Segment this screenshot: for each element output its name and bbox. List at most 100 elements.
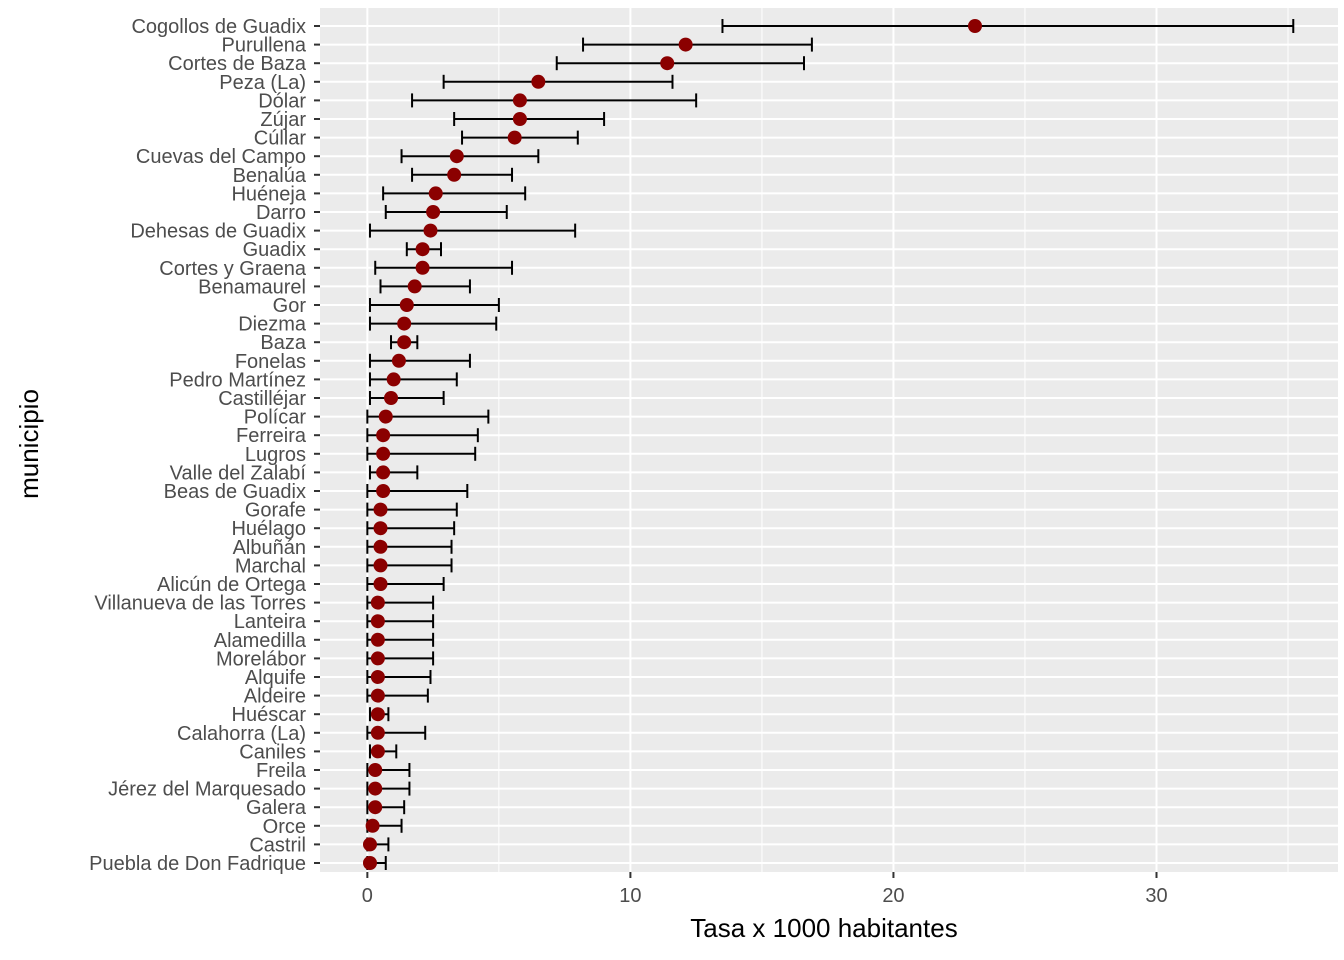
y-tick-label: Freila <box>256 760 307 782</box>
data-point <box>370 651 385 666</box>
y-tick-label: Lugros <box>245 444 306 466</box>
y-tick-label: Purullena <box>221 35 306 57</box>
data-point <box>660 56 675 71</box>
y-tick-label: Caniles <box>239 741 306 763</box>
data-point <box>447 167 462 182</box>
y-tick-label: Huélago <box>231 518 306 540</box>
data-point <box>376 428 391 443</box>
data-point <box>378 409 393 424</box>
y-tick-label: Villanueva de las Torres <box>94 593 306 615</box>
data-point <box>391 353 406 368</box>
data-point <box>368 800 383 815</box>
y-tick-label: Morelábor <box>216 648 306 670</box>
x-tick-label: 20 <box>882 885 904 907</box>
data-point <box>512 112 527 126</box>
y-tick-label: Fonelas <box>235 351 306 373</box>
y-tick-label: Valle del Zalabí <box>170 462 307 484</box>
data-point <box>373 521 388 536</box>
x-tick-label: 10 <box>619 885 641 907</box>
y-tick-label: Calahorra (La) <box>177 723 306 745</box>
data-point <box>386 372 401 387</box>
y-tick-label: Ferreira <box>236 425 307 447</box>
data-point <box>384 391 399 405</box>
y-tick-label: Diezma <box>238 314 307 336</box>
panel-background <box>320 8 1338 872</box>
x-tick-label: 0 <box>362 885 373 907</box>
y-tick-label: Huéscar <box>232 704 307 726</box>
data-point <box>370 595 385 610</box>
x-tick-label: 30 <box>1145 885 1167 907</box>
data-point <box>397 316 412 331</box>
y-tick-label: Benamaurel <box>198 276 306 298</box>
data-point <box>678 37 693 52</box>
data-point <box>426 205 441 219</box>
data-point <box>449 149 464 164</box>
data-point <box>423 223 438 238</box>
y-axis-ticks <box>314 25 320 864</box>
y-tick-label: Gor <box>273 295 307 317</box>
data-point <box>370 632 385 647</box>
x-axis-title: Tasa x 1000 habitantes <box>690 913 957 943</box>
y-tick-label: Aldeire <box>244 686 306 708</box>
data-point <box>967 19 982 33</box>
y-tick-label: Galera <box>246 797 307 819</box>
y-tick-label: Jérez del Marquesado <box>108 779 306 801</box>
y-tick-label: Guadix <box>243 239 306 261</box>
y-tick-label: Castril <box>249 834 306 856</box>
y-tick-label: Peza (La) <box>219 72 306 94</box>
data-point <box>376 484 391 498</box>
y-tick-label: Orce <box>263 816 306 838</box>
y-tick-label: Alquife <box>245 667 306 689</box>
data-point <box>507 130 522 145</box>
y-tick-label: Castilléjar <box>218 388 306 410</box>
data-point <box>373 539 388 554</box>
data-point <box>397 335 412 350</box>
data-point <box>512 93 527 108</box>
y-tick-label: Darro <box>256 202 306 224</box>
data-point <box>370 670 385 684</box>
data-point <box>531 74 546 89</box>
data-point <box>370 744 385 759</box>
data-point <box>370 614 385 629</box>
y-tick-label: Cúllar <box>254 128 307 150</box>
data-point <box>373 558 388 573</box>
data-point <box>368 781 383 796</box>
y-tick-label: Dehesas de Guadix <box>130 221 306 243</box>
y-tick-label: Marchal <box>235 555 306 577</box>
data-point <box>370 707 385 722</box>
data-point <box>415 242 430 257</box>
y-tick-label: Lanteira <box>234 611 307 633</box>
y-tick-label: Huéneja <box>231 183 306 205</box>
data-point <box>415 260 430 275</box>
data-point <box>370 688 385 703</box>
grid-major <box>320 8 1338 872</box>
data-point <box>373 502 388 517</box>
data-point <box>428 186 443 201</box>
y-tick-label: Puebla de Don Fadrique <box>89 853 306 875</box>
y-tick-label: Albuñán <box>233 537 306 559</box>
points <box>362 19 982 870</box>
data-point <box>399 298 414 312</box>
y-tick-label: Cuevas del Campo <box>136 146 306 168</box>
y-tick-label: Benalúa <box>233 165 307 187</box>
y-tick-label: Alicún de Ortega <box>157 574 307 596</box>
y-tick-label: Cogollos de Guadix <box>131 16 306 38</box>
y-tick-label: Cortes de Baza <box>168 53 307 75</box>
y-tick-label: Cortes y Graena <box>159 258 307 280</box>
data-point <box>376 465 391 480</box>
grid-minor <box>498 8 1289 872</box>
y-tick-label: Beas de Guadix <box>164 481 306 503</box>
y-tick-label: Alamedilla <box>214 630 307 652</box>
y-axis-title: municipio <box>14 389 44 499</box>
data-point <box>365 818 380 833</box>
y-tick-label: Baza <box>260 332 306 354</box>
y-tick-label: Dólar <box>258 90 306 112</box>
data-point <box>368 763 383 777</box>
data-point <box>373 577 388 591</box>
y-tick-label: Zújar <box>260 109 306 131</box>
data-point <box>407 279 422 294</box>
x-axis-ticks <box>366 872 1158 878</box>
y-tick-label: Polícar <box>244 407 307 429</box>
